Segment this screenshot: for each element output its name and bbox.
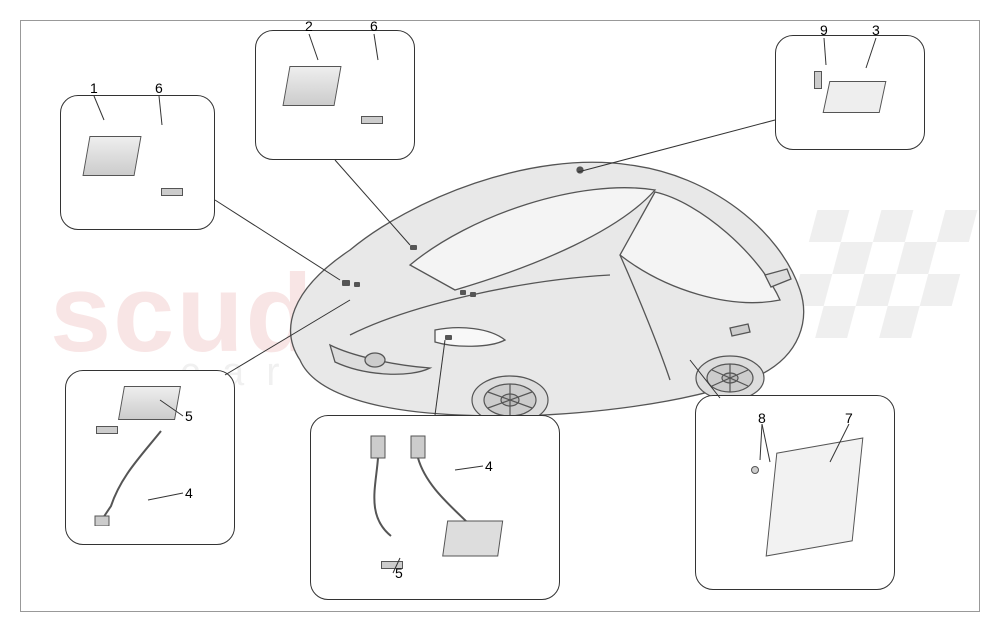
screw-icon bbox=[751, 466, 759, 474]
ecu-module-icon bbox=[766, 437, 864, 556]
screw-icon bbox=[814, 71, 822, 89]
sensor-box-icon bbox=[118, 386, 181, 420]
callout-box-4-5-center bbox=[310, 415, 560, 600]
part-label-9: 9 bbox=[820, 22, 828, 38]
part-label-1: 1 bbox=[90, 80, 98, 96]
bracket-icon bbox=[823, 81, 887, 113]
cable-icon bbox=[91, 426, 201, 526]
part-label-6a: 6 bbox=[155, 80, 163, 96]
part-label-2: 2 bbox=[305, 18, 313, 34]
sensor-module-icon bbox=[82, 136, 141, 176]
part-label-5b: 5 bbox=[395, 565, 403, 581]
part-label-6b: 6 bbox=[370, 18, 378, 34]
cable-pair-icon bbox=[331, 426, 541, 586]
callout-box-2-6 bbox=[255, 30, 415, 160]
screw-icon bbox=[361, 116, 383, 124]
part-label-8: 8 bbox=[758, 410, 766, 426]
part-label-4a: 4 bbox=[185, 485, 193, 501]
sensor-module-icon bbox=[282, 66, 341, 106]
callout-box-1-6 bbox=[60, 95, 215, 230]
part-label-7: 7 bbox=[845, 410, 853, 426]
screw-icon bbox=[161, 188, 183, 196]
callout-box-8-7 bbox=[695, 395, 895, 590]
callout-box-9-3 bbox=[775, 35, 925, 150]
part-label-3: 3 bbox=[872, 22, 880, 38]
diagram-stage: scuderia car parts bbox=[0, 0, 1000, 632]
part-label-4b: 4 bbox=[485, 458, 493, 474]
part-label-5a: 5 bbox=[185, 408, 193, 424]
callout-box-5-4-left bbox=[65, 370, 235, 545]
